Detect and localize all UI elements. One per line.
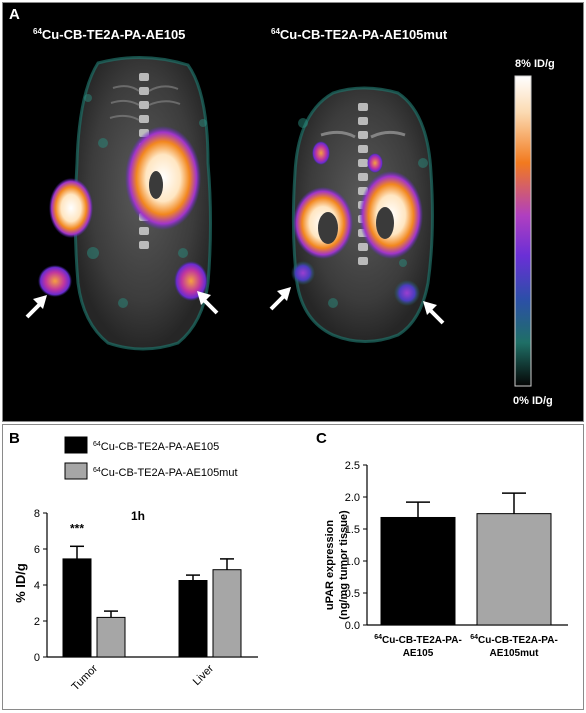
left-mouse-arrow-right (197, 291, 219, 315)
panel-c-ytick-label: 1.0 (345, 556, 360, 568)
scale-min-label: 0% ID/g (513, 395, 553, 407)
panel-c-bar (476, 513, 552, 626)
right-mouse-scan (269, 86, 445, 343)
panel-b-bar (96, 616, 126, 658)
pet-images-svg: A 64Cu-CB-TE2A-PA-AE105 64Cu-CB-TE2A-PA-… (9, 6, 555, 407)
panel-b-plot: 0 2 4 6 8 Tumor Liver *** (34, 508, 258, 693)
left-mouse-arrow-left (25, 295, 47, 319)
right-mouse-tumor-right (394, 280, 420, 306)
panel-b-category-label: Liver (191, 662, 217, 688)
panel-b-ytick-label: 6 (34, 544, 40, 556)
left-mouse-kidney-left (49, 178, 93, 238)
panel-b-significance: *** (70, 521, 84, 535)
panel-c-category-label-line2: AE105mut (490, 648, 540, 659)
panel-c-plot: 0.0 0.5 1.0 1.5 2.0 2.5 64Cu-CB-TE2A-PA- AE105 6… (345, 460, 568, 659)
panel-bc-charts: B 64Cu-CB-TE2A-PA-AE105 64Cu-CB-TE2A-PA-… (2, 424, 584, 710)
panel-c-ylabel-line2: (ng/mg tumor tissue) (338, 510, 350, 620)
panel-b-category-label: Tumor (69, 662, 100, 693)
right-tracer-title: 64Cu-CB-TE2A-PA-AE105mut (271, 27, 448, 42)
panel-b-bar (62, 558, 92, 658)
panel-b-title: 1h (131, 509, 145, 523)
left-mouse-kidney-right (125, 126, 201, 230)
bar-charts-svg: B 64Cu-CB-TE2A-PA-AE105 64Cu-CB-TE2A-PA-… (9, 430, 568, 693)
panel-b-letter: B (9, 430, 20, 447)
panel-c-ytick-label: 0.5 (345, 588, 360, 600)
right-mouse-arrow-left (269, 287, 291, 311)
right-mouse-tumor-left (291, 261, 315, 285)
panel-c-letter: C (316, 430, 327, 447)
left-mouse-tumor-left (38, 265, 72, 297)
panel-b-bar (212, 569, 242, 658)
color-scale-bar (514, 75, 532, 387)
panel-b-ytick-label: 2 (34, 616, 40, 628)
panel-b-ytick-label: 4 (34, 580, 40, 592)
panel-c-category-label-line1: 64Cu-CB-TE2A-PA- (470, 634, 558, 646)
panel-b-ytick-label: 8 (34, 508, 40, 520)
legend-label-ae105: 64Cu-CB-TE2A-PA-AE105 (93, 441, 219, 453)
legend-swatch-ae105mut (64, 462, 88, 480)
panel-b-ytick-label: 0 (34, 652, 40, 664)
left-mouse-tumor-right (174, 261, 208, 301)
panel-c-bar (380, 516, 456, 626)
panel-c-ytick-label: 1.5 (345, 524, 360, 536)
panel-c-ytick-label: 2.0 (345, 492, 360, 504)
panel-a-pet-images: A 64Cu-CB-TE2A-PA-AE105 64Cu-CB-TE2A-PA-… (2, 2, 584, 422)
panel-a-letter: A (9, 6, 20, 23)
scale-max-label: 8% ID/g (515, 58, 555, 70)
panel-b-legend: 64Cu-CB-TE2A-PA-AE105 64Cu-CB-TE2A-PA-AE… (64, 436, 238, 480)
panel-c-ytick-label: 0.0 (345, 620, 360, 632)
panel-c-category-label-line1: 64Cu-CB-TE2A-PA- (374, 634, 462, 646)
right-mouse-arrow-right (423, 301, 445, 325)
panel-c-ytick-label: 2.5 (345, 460, 360, 472)
legend-label-ae105mut: 64Cu-CB-TE2A-PA-AE105mut (93, 467, 238, 479)
left-mouse-scan (25, 56, 219, 351)
panel-c-ylabel-line1: uPAR expression (324, 520, 336, 611)
panel-b-bar (178, 580, 208, 658)
panel-c-category-label-line2: AE105 (403, 648, 434, 659)
left-tracer-title: 64Cu-CB-TE2A-PA-AE105 (33, 27, 185, 42)
panel-b-ylabel: % ID/g (13, 563, 28, 603)
legend-swatch-ae105 (64, 436, 88, 454)
